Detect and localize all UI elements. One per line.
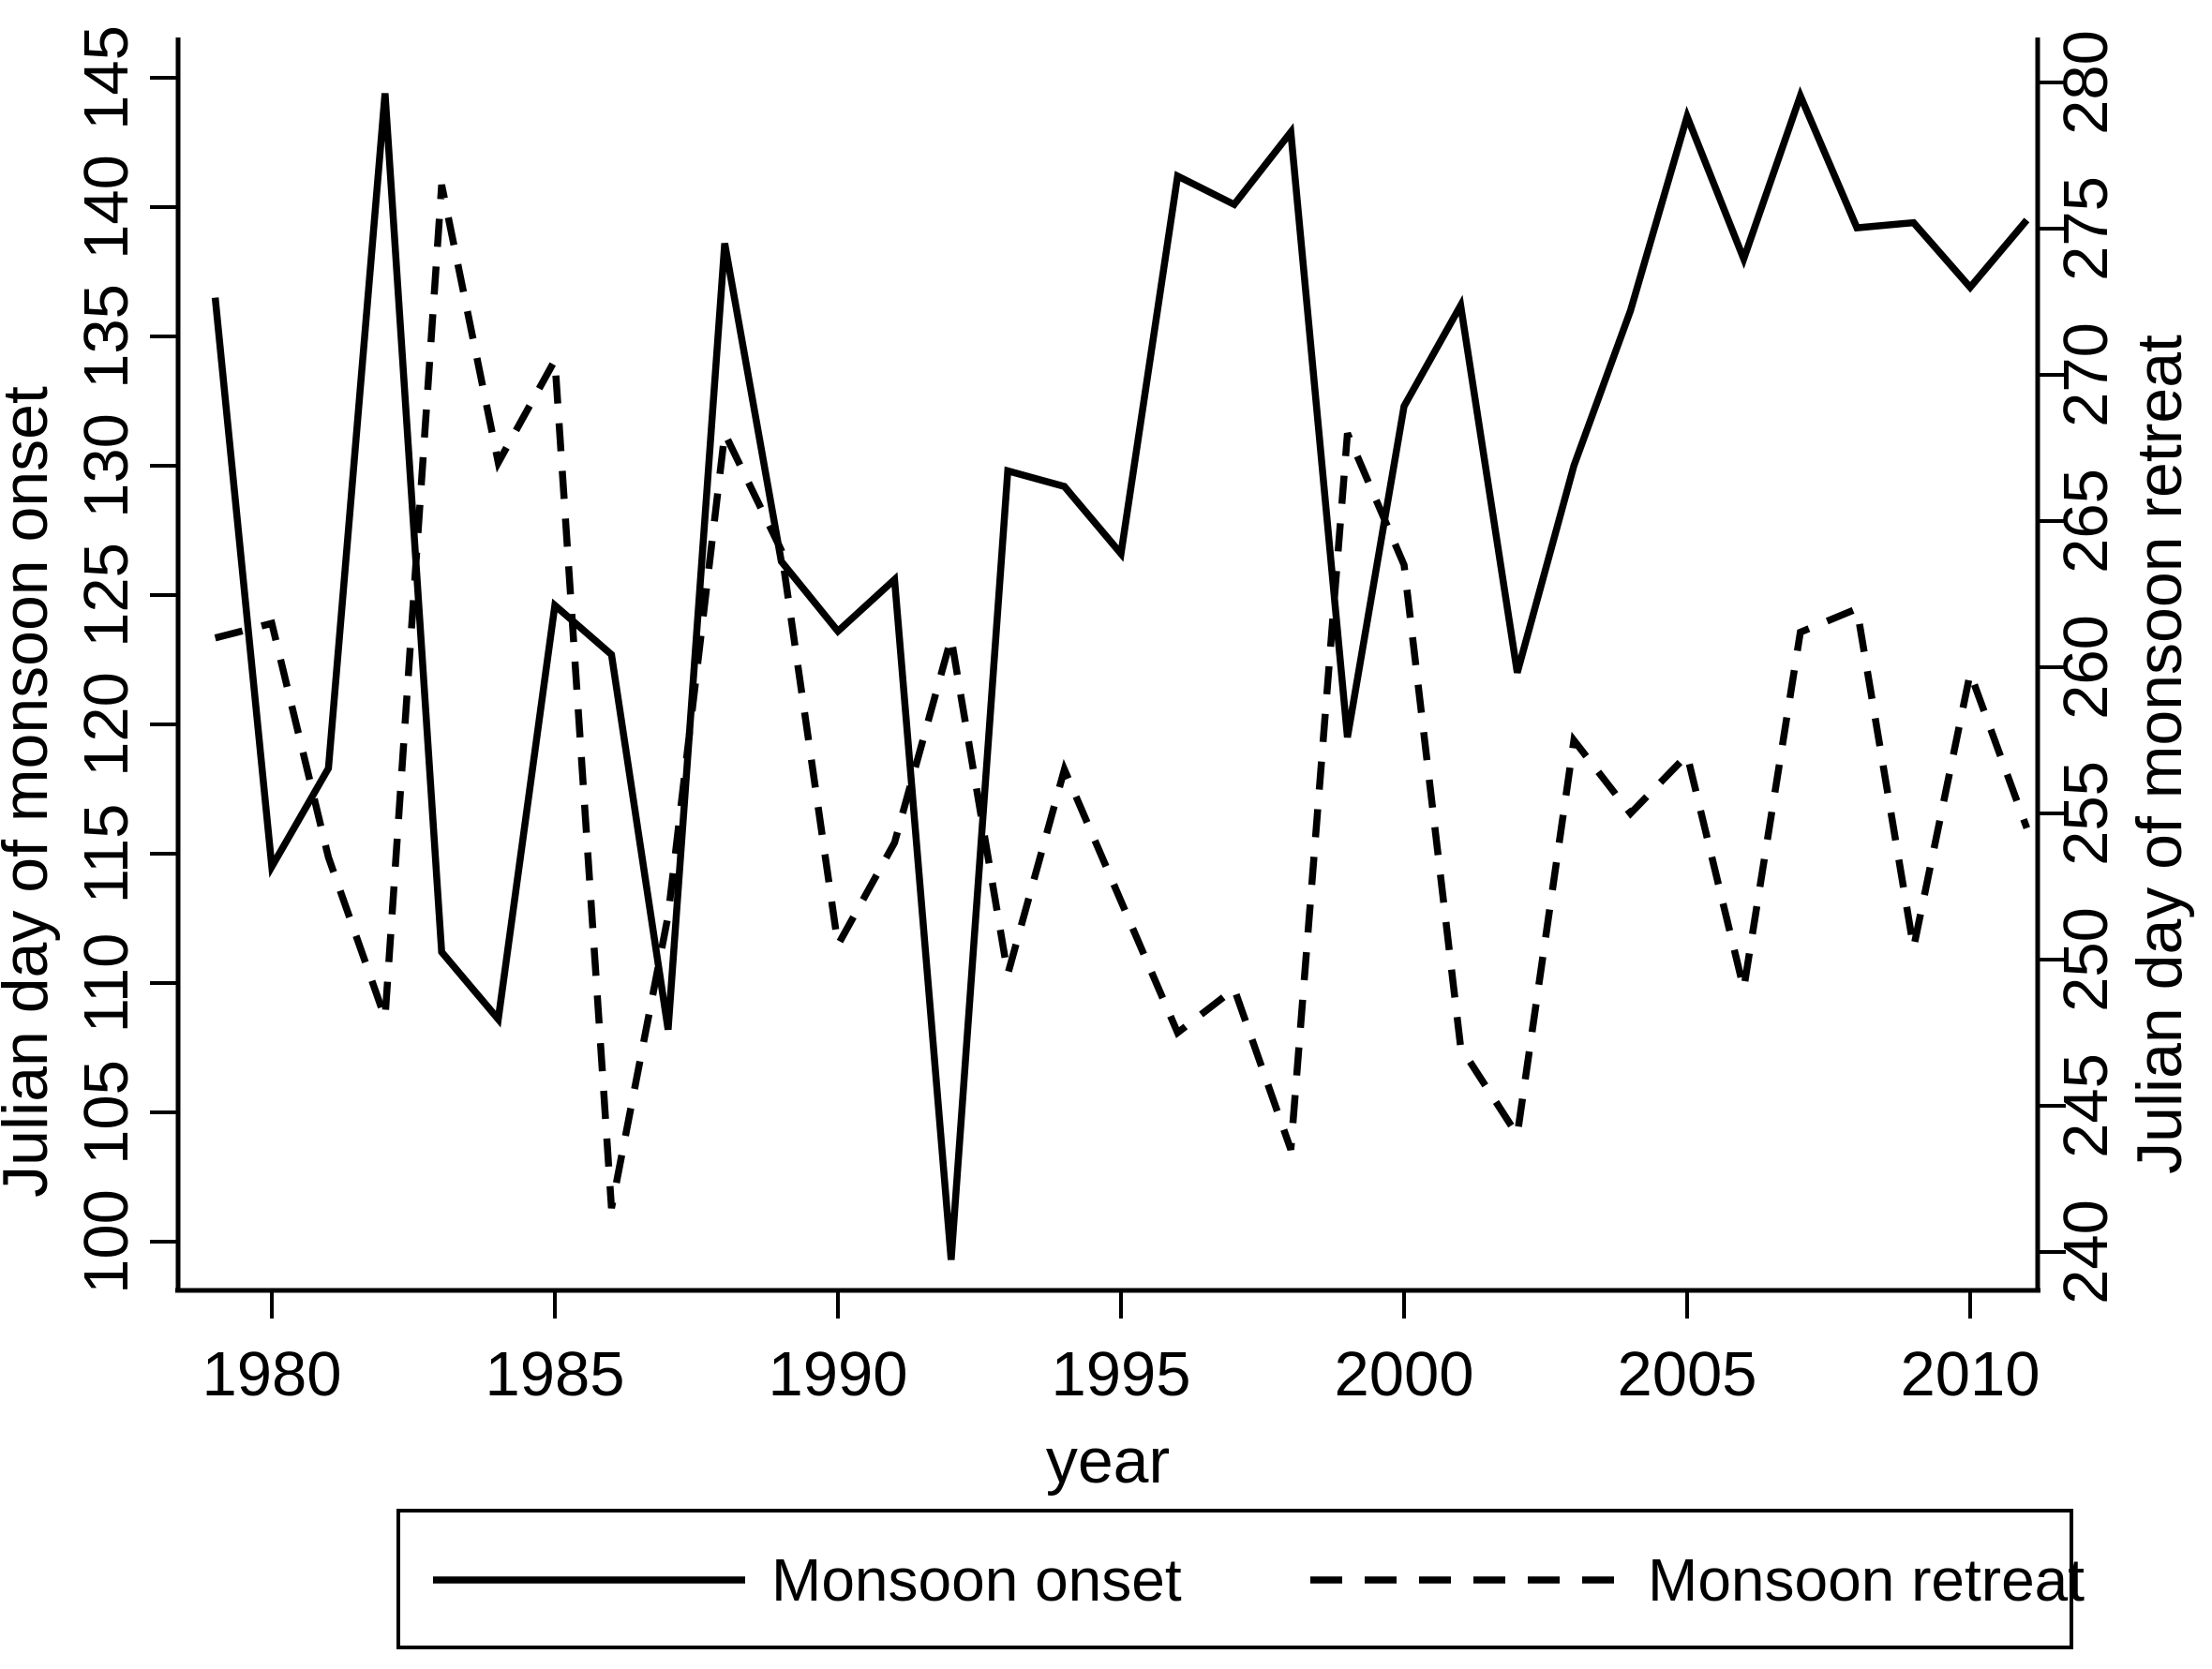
left-tick-label: 125 — [71, 543, 142, 648]
right-tick-label: 260 — [2051, 615, 2121, 720]
legend-box — [396, 1509, 2073, 1649]
right-axis-title: Julian day of monsoon retreat — [2124, 335, 2195, 1174]
legend-label-onset: Monsoon onset — [771, 1546, 1182, 1614]
right-tick-label: 240 — [2051, 1200, 2121, 1304]
x-tick-label: 2005 — [1617, 1339, 1756, 1409]
right-tick-label: 280 — [2051, 30, 2121, 135]
left-tick-label: 100 — [71, 1189, 142, 1294]
x-axis-title: year — [1046, 1425, 1170, 1497]
legend: Monsoon onset Monsoon retreat — [396, 1509, 2085, 1649]
x-tick-label: 2000 — [1334, 1339, 1473, 1409]
left-tick-label: 140 — [71, 155, 142, 260]
left-tick-label: 135 — [71, 284, 142, 389]
left-tick-label: 110 — [71, 933, 142, 1034]
left-tick-label: 105 — [71, 1060, 142, 1165]
left-tick-label: 130 — [71, 413, 142, 518]
left-axis-ticks: 100 105 110 115 120 125 130 135 140 145 — [71, 25, 178, 1294]
right-tick-label: 265 — [2051, 469, 2121, 574]
left-tick-label: 115 — [71, 804, 142, 904]
x-tick-label: 1995 — [1051, 1339, 1190, 1409]
legend-label-retreat: Monsoon retreat — [1648, 1546, 2085, 1614]
data-series — [211, 85, 2030, 1260]
x-axis-ticks: 1980 1985 1990 1995 2000 2005 2010 — [202, 1290, 2040, 1409]
left-tick-label: 145 — [71, 25, 142, 130]
right-tick-label: 245 — [2051, 1053, 2121, 1158]
left-axis-title: Julian day of monsoon onset — [0, 386, 61, 1198]
x-tick-label: 1990 — [768, 1339, 907, 1409]
right-tick-label: 275 — [2051, 176, 2121, 281]
x-tick-label: 1980 — [202, 1339, 341, 1409]
series-monsoon-onset — [211, 85, 2030, 1260]
right-tick-label: 255 — [2051, 761, 2121, 866]
right-tick-label: 270 — [2051, 322, 2121, 427]
plot-frame — [175, 37, 2040, 1293]
right-axis-ticks: 240 245 250 255 260 265 270 275 280 — [2038, 30, 2121, 1304]
right-tick-label: 250 — [2051, 907, 2121, 1012]
x-tick-label: 2010 — [1900, 1339, 2040, 1409]
series-monsoon-retreat — [214, 184, 2030, 1209]
x-tick-label: 1985 — [485, 1339, 624, 1409]
left-tick-label: 120 — [71, 672, 142, 777]
